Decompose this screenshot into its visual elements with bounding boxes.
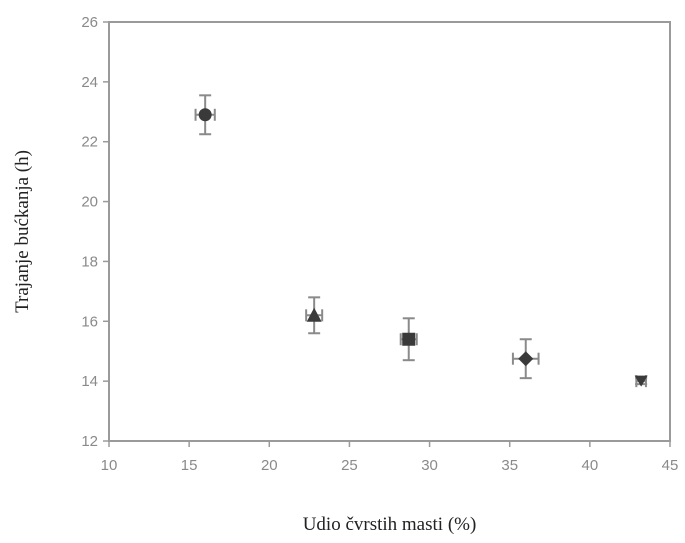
marker-diamond: [518, 351, 534, 367]
x-axis-title: Udio čvrstih masti (%): [303, 514, 477, 535]
y-axis-title: Trajanje bućkanja (h): [12, 150, 33, 313]
x-axis-ticks: 10 15 20 25 30 35 40 45: [101, 441, 679, 474]
x-tick-label: 35: [501, 457, 518, 474]
x-tick-label: 25: [341, 457, 358, 474]
data-point-5: [634, 375, 648, 388]
y-tick-label: 24: [81, 74, 98, 91]
y-tick-label: 16: [81, 313, 98, 330]
data-points: [194, 94, 648, 388]
marker-triangle-down: [634, 375, 648, 387]
data-point-3: [399, 317, 418, 362]
x-tick-label: 20: [261, 457, 278, 474]
x-tick-label: 40: [582, 457, 599, 474]
x-tick-label: 10: [101, 457, 118, 474]
y-tick-label: 12: [81, 433, 98, 450]
y-tick-label: 20: [81, 194, 98, 211]
y-tick-label: 18: [81, 253, 98, 270]
data-point-1: [194, 94, 216, 136]
data-point-4: [511, 338, 540, 380]
x-tick-label: 15: [181, 457, 198, 474]
marker-circle: [198, 108, 212, 122]
data-point-2: [305, 296, 324, 335]
y-tick-label: 26: [81, 14, 98, 31]
y-tick-label: 22: [81, 134, 98, 151]
x-tick-label: 45: [662, 457, 679, 474]
marker-square: [402, 332, 416, 346]
marker-triangle-up: [306, 307, 322, 322]
y-axis-ticks: 12 14 16 18 20 22 24 26: [81, 14, 109, 450]
x-tick-label: 30: [421, 457, 438, 474]
y-tick-label: 14: [81, 373, 98, 390]
plot-frame: [108, 21, 671, 442]
